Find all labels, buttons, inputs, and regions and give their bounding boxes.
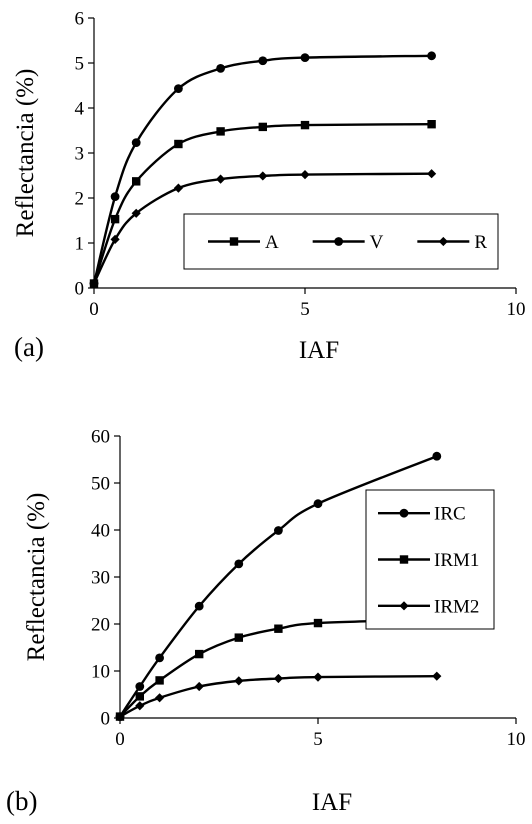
y-tick-label: 10 — [91, 662, 110, 683]
data-point — [132, 177, 141, 186]
data-point — [110, 192, 120, 202]
data-point — [194, 681, 204, 692]
y-tick-label: 60 — [91, 427, 110, 448]
panel-label: (b) — [6, 786, 37, 816]
data-point — [300, 170, 310, 180]
data-point — [313, 672, 323, 682]
data-point — [131, 138, 141, 148]
data-point — [258, 171, 268, 181]
legend-marker — [399, 601, 409, 611]
legend-label: IRM2 — [434, 596, 479, 617]
legend-label: V — [370, 232, 384, 253]
legend-marker — [399, 555, 409, 564]
y-tick-label: 2 — [75, 189, 85, 210]
y-axis-title: Reflectancia (%) — [12, 69, 39, 238]
data-point — [432, 671, 442, 681]
y-tick-label: 5 — [75, 54, 85, 75]
data-point — [194, 601, 204, 611]
series-IRM1 — [115, 615, 441, 721]
data-point — [274, 526, 283, 535]
data-point — [115, 711, 125, 722]
data-point — [300, 53, 310, 62]
data-point — [258, 56, 268, 66]
data-point — [273, 673, 283, 684]
x-tick-label: 0 — [89, 299, 99, 320]
y-tick-label: 3 — [75, 144, 85, 165]
legend-item-V: V — [312, 232, 384, 253]
y-tick-label: 20 — [91, 615, 110, 636]
data-point — [135, 692, 144, 701]
x-axis-title: IAF — [299, 337, 339, 364]
data-point — [258, 122, 267, 132]
x-tick-label: 10 — [507, 299, 526, 320]
data-point — [274, 624, 283, 633]
legend-item-A: A — [208, 232, 279, 253]
data-point — [432, 451, 442, 461]
data-point — [131, 208, 141, 218]
data-point — [216, 64, 226, 73]
data-point — [135, 682, 145, 691]
data-point — [216, 127, 225, 136]
data-point — [234, 633, 243, 642]
legend-label: A — [265, 232, 279, 253]
x-tick-label: 10 — [507, 729, 526, 750]
chart-panel-1: 0 10 20 30 40 50 60 0 5 10 Reflectancia (%) IAF (b) I… — [6, 427, 526, 817]
legend-item-IRM2: IRM2 — [378, 596, 479, 617]
data-point — [300, 120, 310, 130]
y-tick-label: 1 — [75, 234, 85, 255]
data-point — [135, 701, 145, 711]
y-tick-label: 4 — [75, 99, 85, 120]
y-tick-label: 40 — [91, 521, 110, 542]
data-point — [195, 649, 204, 659]
data-point — [427, 169, 437, 179]
legend-label: R — [474, 232, 487, 253]
data-point — [155, 676, 164, 685]
data-point — [174, 84, 183, 94]
chart-panel-0: 0 1 2 3 4 5 6 0 5 10 Reflectancia (%) IAF (a) A V R — [12, 9, 526, 365]
data-point — [173, 183, 183, 193]
data-point — [174, 139, 183, 149]
panel-label: (a) — [14, 332, 44, 362]
legend-item-IRC: IRC — [378, 504, 466, 525]
legend: IRC IRM1 IRM2 — [365, 489, 495, 630]
series-line — [92, 172, 432, 285]
data-point — [155, 693, 165, 703]
data-point — [89, 278, 99, 289]
x-axis-title: IAF — [312, 789, 352, 816]
y-axis-title: Reflectancia (%) — [23, 493, 50, 662]
legend-item-R: R — [417, 232, 487, 253]
legend-label: IRC — [434, 504, 466, 525]
legend-label: IRM1 — [434, 550, 479, 571]
data-point — [313, 499, 323, 509]
data-point — [234, 676, 244, 686]
y-tick-label: 50 — [91, 474, 110, 495]
data-point — [110, 214, 120, 224]
legend-marker — [334, 237, 344, 246]
legend-item-IRM1: IRM1 — [378, 550, 479, 571]
legend-marker — [399, 508, 409, 518]
data-point — [155, 653, 165, 663]
series-R — [89, 169, 437, 289]
data-point — [234, 559, 244, 569]
legend-marker — [438, 236, 448, 247]
y-tick-label: 30 — [91, 568, 110, 589]
x-tick-label: 0 — [115, 729, 125, 750]
x-tick-label: 5 — [313, 729, 323, 750]
series-IRC — [115, 451, 442, 721]
data-point — [110, 234, 120, 244]
y-tick-label: 0 — [75, 279, 85, 300]
series-line — [119, 618, 437, 718]
data-point — [427, 51, 436, 61]
y-tick-label: 6 — [75, 9, 85, 30]
series-IRM2 — [115, 671, 442, 722]
legend-marker — [229, 237, 239, 246]
x-tick-label: 5 — [300, 299, 310, 320]
data-point — [313, 618, 323, 628]
data-point — [216, 174, 226, 184]
data-point — [427, 120, 436, 129]
y-tick-label: 0 — [101, 709, 111, 730]
